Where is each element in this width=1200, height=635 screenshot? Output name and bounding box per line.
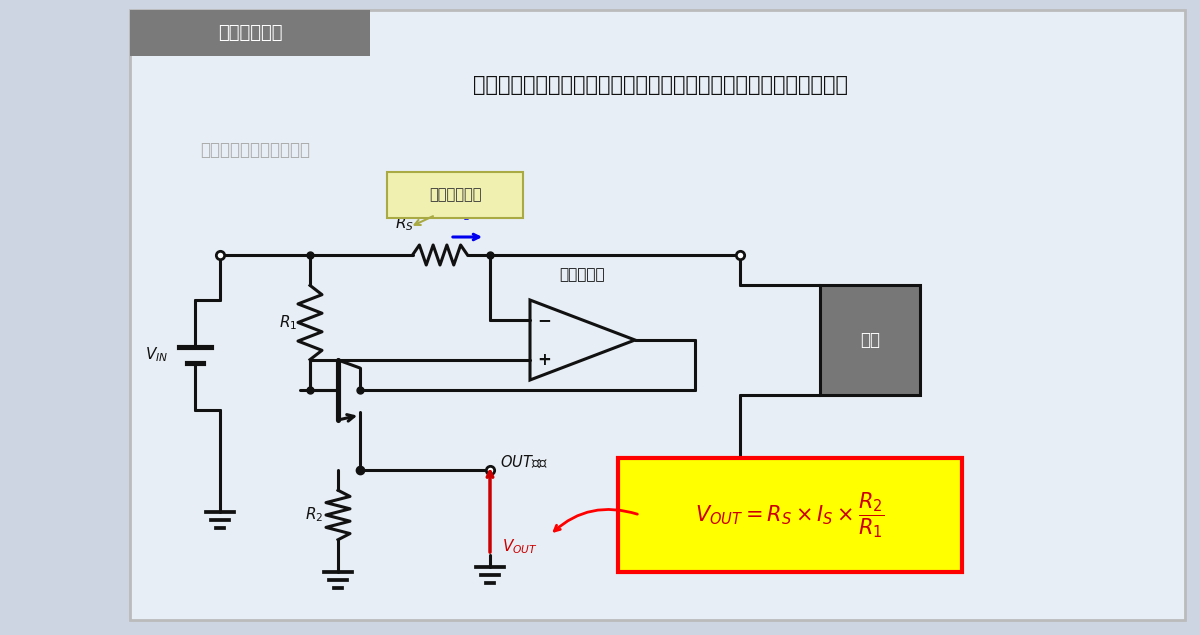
Text: $R_S$: $R_S$ [395, 214, 414, 233]
Text: ～電流検出回路の一例～: ～電流検出回路の一例～ [200, 141, 310, 159]
FancyBboxPatch shape [130, 10, 370, 56]
Text: $I_S$: $I_S$ [458, 204, 472, 223]
Text: 電流検出回路・・・負荷などに流れる電流の大きさを測定する回路: 電流検出回路・・・負荷などに流れる電流の大きさを測定する回路 [473, 75, 847, 95]
Text: 負荷: 負荷 [860, 331, 880, 349]
Text: +: + [538, 351, 551, 369]
Text: $V_{OUT} = R_S \times I_S \times \dfrac{R_2}{R_1}$: $V_{OUT} = R_S \times I_S \times \dfrac{… [695, 490, 884, 540]
Text: 電流検出回路: 電流検出回路 [217, 24, 282, 42]
Text: $V_{OUT}$: $V_{OUT}$ [502, 538, 538, 556]
Text: 電流検出抵抗: 電流検出抵抗 [428, 187, 481, 203]
FancyBboxPatch shape [130, 10, 1186, 620]
Text: $R_1$: $R_1$ [278, 313, 298, 332]
Text: オペアンプ: オペアンプ [559, 267, 605, 282]
FancyBboxPatch shape [618, 458, 962, 572]
Text: $OUT$端子: $OUT$端子 [500, 453, 548, 471]
Text: $R_2$: $R_2$ [305, 505, 323, 525]
FancyBboxPatch shape [820, 285, 920, 395]
FancyBboxPatch shape [386, 172, 523, 218]
Text: $V_{IN}$: $V_{IN}$ [145, 345, 169, 364]
Text: −: − [538, 311, 551, 329]
